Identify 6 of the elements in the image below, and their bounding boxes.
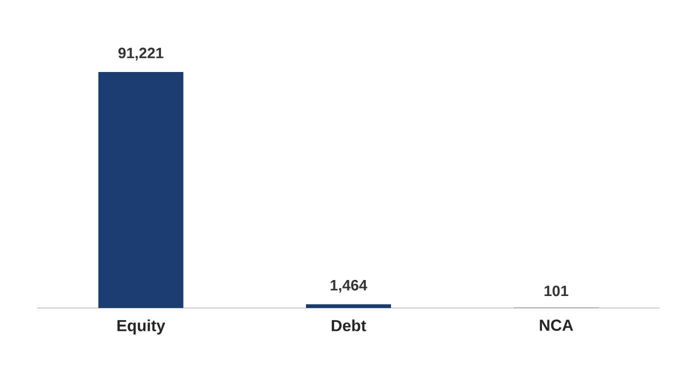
- data-label: 1,464: [330, 280, 368, 293]
- data-label: 101: [544, 286, 568, 296]
- data-label: 91,221: [118, 48, 164, 60]
- x-tick-label: Debt: [332, 320, 366, 332]
- x-tick-label: NCA: [540, 320, 574, 331]
- x-tick-label: Equity: [117, 320, 166, 334]
